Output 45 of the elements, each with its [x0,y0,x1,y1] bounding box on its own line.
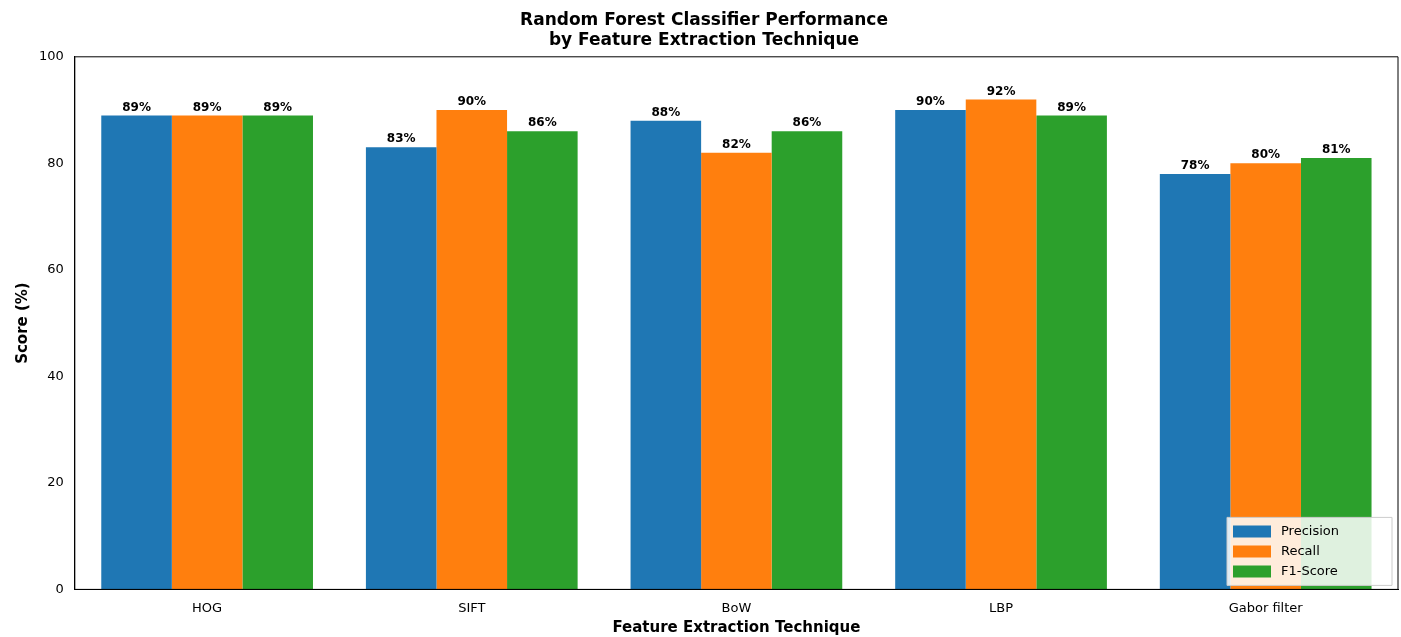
x-tick-label: Gabor filter [1228,599,1304,615]
bar [242,115,313,590]
data-label: 86% [527,115,557,130]
legend-label: F1-Score [1281,562,1338,578]
y-tick-label: 20 [47,474,64,490]
data-label: 82% [722,136,751,151]
bar [965,99,1037,590]
bar [771,131,843,590]
x-tick-label: SIFT [458,599,486,615]
data-label: 92% [986,83,1016,98]
data-label: 88% [651,104,681,119]
x-tick-label: HOG [192,599,223,615]
data-label: 89% [263,99,293,114]
data-label: 89% [122,99,151,114]
y-tick-label: 100 [38,48,64,64]
legend-label: Recall [1281,542,1320,558]
data-label: 78% [1180,158,1210,173]
data-label: 86% [792,115,822,130]
legend-label: Precision [1281,522,1340,538]
bar [895,110,966,590]
x-axis-title: Feature Extraction Technique [612,617,861,636]
chart-title: Random Forest Classifier Performance by Feature Extraction Technique [520,8,888,50]
bar [101,115,172,590]
data-label: 83% [386,131,416,146]
bar [365,147,437,590]
data-label: 89% [1057,99,1086,114]
bar [1036,115,1107,590]
bar [436,110,508,590]
y-tick-label: 0 [55,580,64,596]
data-label: 81% [1321,142,1351,157]
bar [1159,173,1231,590]
x-tick-label: BoW [721,599,752,615]
bar [171,115,243,590]
bar [630,120,702,590]
data-label: 90% [916,94,945,109]
bar [701,152,772,590]
data-label: 90% [457,94,487,109]
data-label: 80% [1251,147,1281,162]
y-tick-label: 80 [47,154,64,170]
bar [507,131,578,590]
data-label: 89% [192,99,222,114]
y-axis-title: Score (%) [12,282,31,364]
y-tick-label: 40 [47,367,64,383]
x-tick-label: LBP [989,599,1014,615]
y-tick-label: 60 [47,261,64,277]
